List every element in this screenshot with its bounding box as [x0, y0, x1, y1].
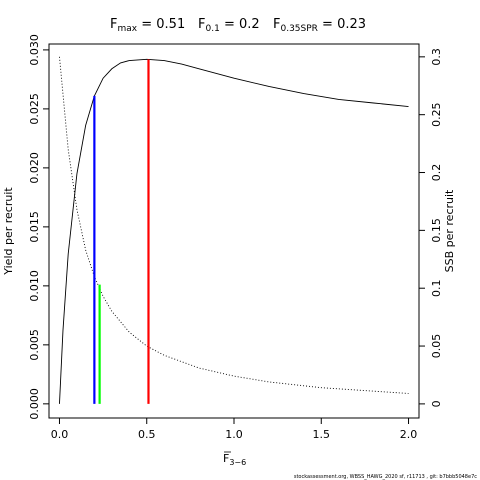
x-axis-title-text: F3−6	[223, 452, 246, 467]
y-right-tick-label: 0.2	[430, 164, 443, 182]
y-axis-left: 0.000 0.005 0.010 0.015 0.020 0.025 0.030	[28, 34, 49, 420]
y-right-tick-label: 0.3	[430, 48, 443, 66]
y-left-tick-label: 0.025	[28, 93, 41, 125]
reference-lines	[93, 59, 150, 404]
y-left-tick-label: 0.010	[28, 270, 41, 302]
y-left-tick-label: 0.000	[28, 388, 41, 420]
y-left-tick-label: 0.020	[28, 152, 41, 184]
yield-per-recruit-line	[59, 58, 409, 404]
y-axis-right: 0 0.05 0.1 0.15 0.2 0.25 0.3	[419, 48, 443, 407]
y-axis-left-title: Yield per recruit	[2, 187, 15, 276]
title-fmax: Fmax = 0.51	[110, 17, 185, 34]
series-group	[59, 56, 409, 404]
y-right-tick-label: 0	[430, 400, 443, 407]
x-tick-label: 1.5	[313, 428, 331, 441]
x-tick-label: 2.0	[400, 428, 418, 441]
y-right-tick-label: 0.05	[430, 334, 443, 359]
x-axis: 0.0 0.5 1.0 1.5 2.0	[51, 418, 418, 441]
y-right-tick-label: 0.25	[430, 102, 443, 127]
chart-title: Fmax = 0.51 F0.1 = 0.2 F0.35SPR = 0.23	[110, 17, 366, 34]
y-right-tick-label: 0.1	[430, 279, 443, 297]
x-tick-label: 0.0	[51, 428, 69, 441]
title-fspr: F0.35SPR = 0.23	[273, 17, 366, 34]
y-axis-right-title: SSB per recruit	[443, 189, 456, 272]
title-f01: F0.1 = 0.2	[198, 17, 260, 34]
x-axis-title: F3−6	[223, 451, 246, 467]
y-left-tick-label: 0.005	[28, 329, 41, 361]
y-left-tick-label: 0.030	[28, 34, 41, 66]
plot-frame	[48, 43, 420, 419]
y-right-tick-label: 0.15	[430, 218, 443, 243]
ssb-per-recruit-line	[59, 56, 409, 394]
y-left-tick-label: 0.015	[28, 211, 41, 243]
footer-credit: stockassessment.org, WBSS_HAWG_2020 sf, …	[294, 474, 477, 480]
x-tick-label: 0.5	[138, 428, 156, 441]
x-tick-label: 1.0	[225, 428, 243, 441]
